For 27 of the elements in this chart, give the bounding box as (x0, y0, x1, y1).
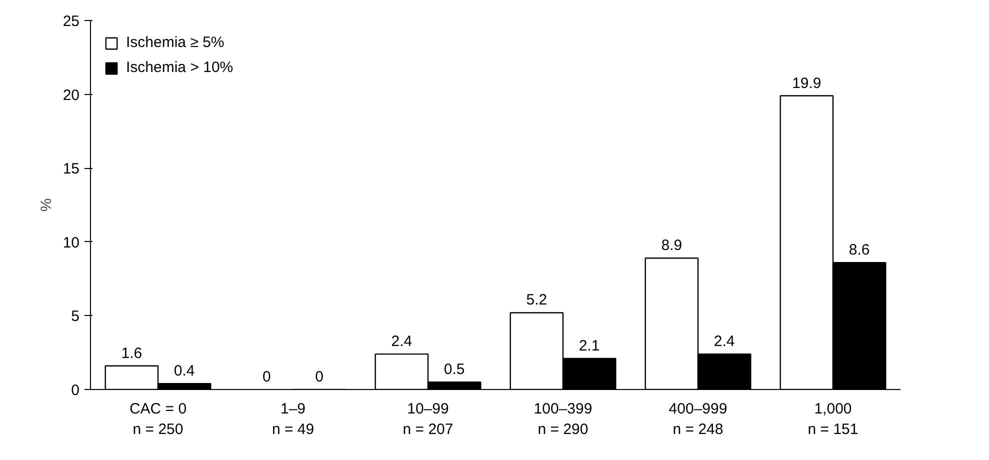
legend-label: Ischemia > 10% (126, 59, 234, 76)
data-label: 2.4 (714, 333, 735, 350)
y-tick-label: 15 (62, 160, 80, 178)
x-tick-label: 1–9 n = 49 (272, 400, 314, 438)
y-tick-label: 5 (71, 308, 80, 326)
x-tick-label: 1,000 n = 151 (808, 400, 858, 438)
data-label: 0.5 (444, 361, 465, 378)
data-label: 5.2 (526, 292, 548, 309)
data-label: 2.4 (391, 333, 412, 350)
legend-label: Ischemia ≥ 5% (126, 34, 224, 51)
y-tick-label: 20 (62, 86, 80, 104)
x-tick-label: 400–999 n = 248 (668, 400, 728, 438)
y-tick-label: 0 (71, 382, 80, 399)
data-label: 2.1 (578, 338, 600, 355)
y-tick-label: 10 (62, 234, 80, 252)
x-tick-label: CAC = 0 n = 250 (129, 400, 187, 438)
x-tick-label: 100–399 n = 290 (534, 400, 592, 438)
data-label: 8.6 (848, 242, 870, 259)
data-label: 0 (262, 368, 271, 386)
y-axis-title: % (38, 198, 55, 212)
data-label: 8.9 (661, 237, 682, 254)
x-tick-label: 10–99 n = 207 (402, 400, 454, 438)
data-label: 1.6 (121, 344, 142, 362)
data-label: 0 (315, 368, 324, 386)
data-label: 19.9 (792, 74, 822, 92)
y-tick-label: 25 (62, 13, 80, 30)
data-label: 0.4 (174, 362, 195, 380)
